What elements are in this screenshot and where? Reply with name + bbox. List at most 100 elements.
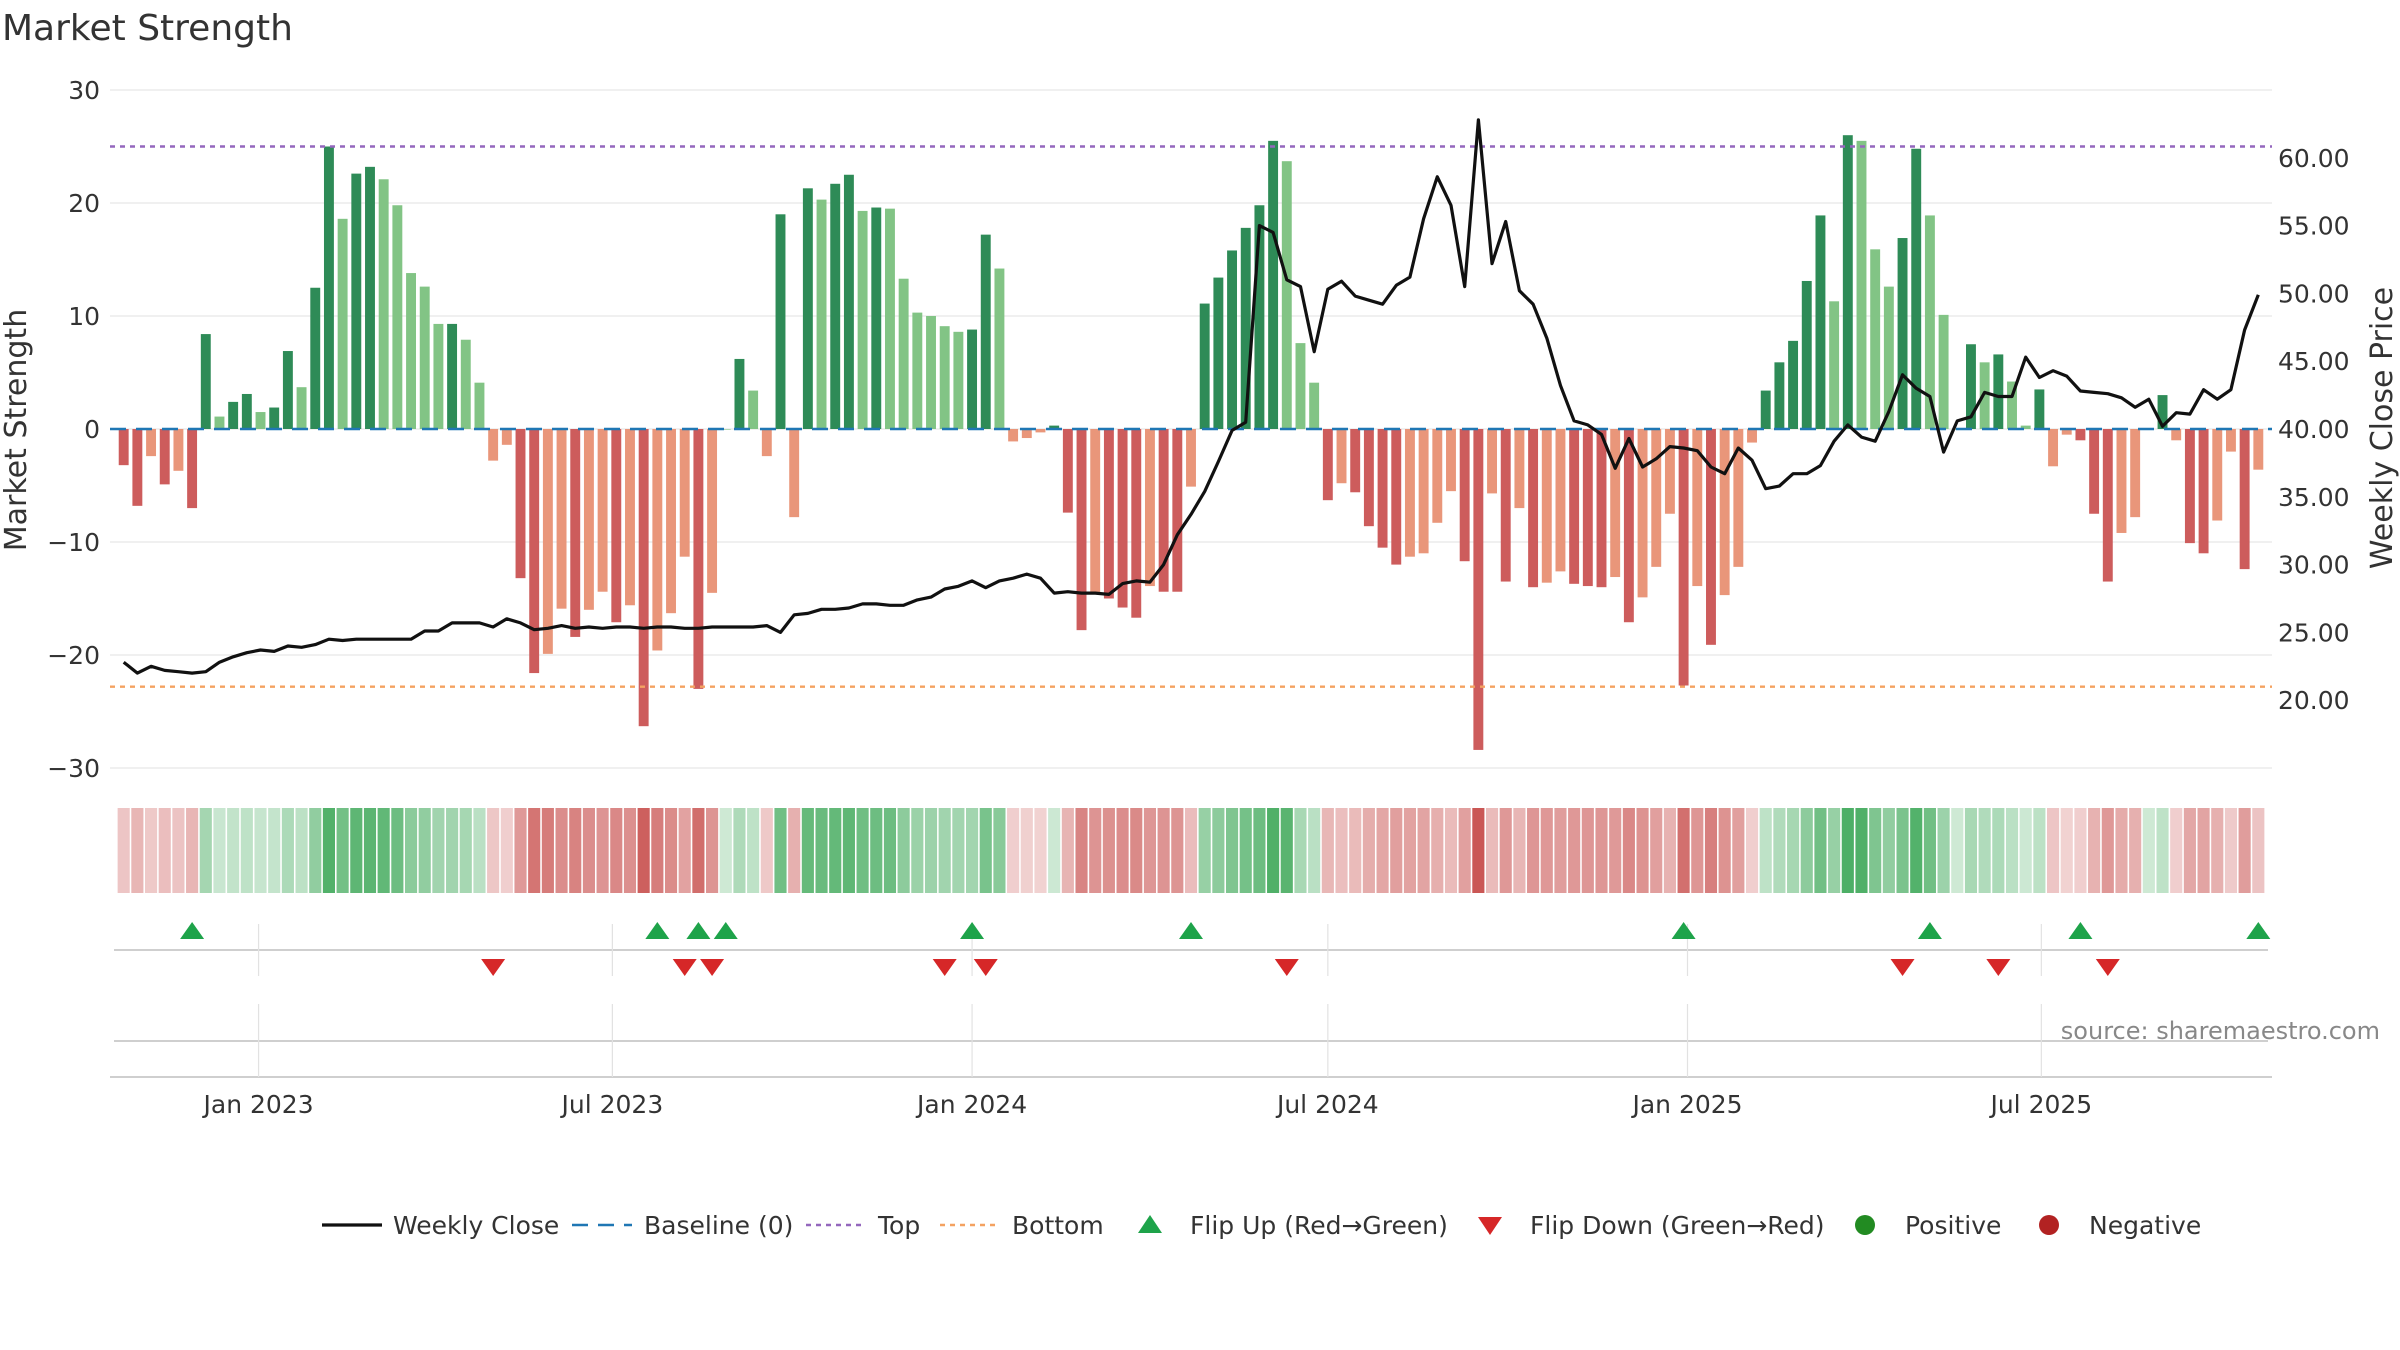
heat-strip-cell (870, 808, 883, 893)
strength-bar (1117, 429, 1128, 608)
strength-bar (351, 173, 362, 429)
heat-strip-cell (1431, 808, 1444, 893)
strength-bar (1514, 429, 1525, 509)
heat-strip-cell (1759, 808, 1772, 893)
strength-bar (1186, 429, 1196, 487)
flip-up-marker (645, 922, 670, 939)
heat-strip-cell (1198, 808, 1211, 893)
strength-bar (1500, 429, 1511, 582)
right-tick-label: 20.00 (2278, 686, 2350, 715)
strength-bar (1924, 215, 1935, 429)
heat-strip-cell (1444, 808, 1458, 893)
strength-bar (2212, 429, 2223, 521)
strength-bar (2034, 389, 2045, 429)
strength-bar (720, 429, 731, 430)
strength-bar (1363, 429, 1374, 527)
heat-strip-cell (1718, 808, 1731, 893)
strength-bar (707, 429, 718, 593)
heat-strip-cell (582, 808, 595, 893)
heat-strip-cell (240, 808, 253, 893)
heat-strip-cell (2142, 808, 2155, 893)
strength-bar (337, 218, 348, 429)
heat-strip-cell (1540, 808, 1553, 893)
heat-strip-cell (555, 808, 568, 893)
heat-strip-cell (268, 808, 281, 893)
right-tick-label: 50.00 (2278, 279, 2350, 308)
flip-down-marker (481, 959, 506, 976)
strength-bar (1487, 429, 1497, 494)
heat-strip-cell (199, 808, 212, 893)
strength-bar (802, 188, 813, 429)
heat-strip-cell (678, 808, 691, 893)
strength-bar (898, 278, 909, 429)
strength-bar (1418, 429, 1429, 554)
strength-bar (939, 326, 950, 429)
flip-up-marker (686, 922, 711, 939)
heat-strip-cell (309, 808, 322, 893)
strength-bar (857, 210, 868, 429)
heat-strip-cell (1869, 808, 1882, 893)
heat-strip-cell (404, 808, 418, 893)
legend-label: Top (877, 1211, 920, 1240)
strength-bar (1473, 429, 1484, 750)
strength-bar (200, 334, 211, 429)
strength-bar (1733, 429, 1744, 567)
heat-strip-cell (1184, 808, 1198, 893)
right-axis-title: Weekly Close Price (2365, 287, 2400, 569)
heat-strip-cell (1663, 808, 1676, 893)
heat-strip-cell (1472, 808, 1485, 893)
heat-strip-cell (514, 808, 527, 893)
strength-bar (1678, 429, 1689, 686)
heat-strip-cell (1390, 808, 1403, 893)
strength-bar (1336, 429, 1347, 484)
flip-down-marker (672, 959, 697, 976)
heat-strip-cell (1677, 808, 1690, 893)
heat-strip-cell (418, 808, 431, 893)
strength-bar (679, 429, 690, 557)
strength-bar (1541, 429, 1552, 583)
heat-strip-cell (1321, 808, 1334, 893)
heat-strip-cell (2252, 808, 2265, 893)
strength-bar (2253, 429, 2264, 470)
heat-strip-cell (1458, 808, 1471, 893)
heat-strip-cell (1143, 808, 1157, 893)
flip-down-marker (1274, 959, 1299, 976)
heat-strip-cell (966, 808, 979, 893)
heat-strip-cell (952, 808, 965, 893)
strength-bar (611, 429, 622, 623)
strength-bar (1295, 343, 1306, 429)
heat-strip-cell (1732, 808, 1745, 893)
strength-bar (1623, 429, 1634, 623)
strength-bar (378, 179, 389, 429)
legend-label: Negative (2089, 1211, 2201, 1240)
heat-strip-cell (1417, 808, 1430, 893)
strength-bar (1706, 429, 1716, 645)
strength-bar (488, 429, 499, 461)
weekly-close-line (122, 118, 2260, 675)
heat-strip-cell (733, 808, 746, 893)
heat-strip-cell (1157, 808, 1170, 893)
strength-bar (1610, 429, 1621, 578)
strength-bar (994, 268, 1005, 429)
left-tick-label: 30 (68, 76, 100, 105)
strength-bar (1035, 429, 1046, 433)
heat-strip-cell (1882, 808, 1895, 893)
strength-bar (1966, 344, 1976, 429)
strength-bar (638, 429, 649, 727)
heat-strip-cell (1212, 808, 1225, 893)
right-tick-label: 60.00 (2278, 144, 2350, 173)
source-note: source: sharemaestro.com (2061, 1017, 2380, 1045)
right-tick-label: 30.00 (2278, 551, 2350, 580)
strength-bar (885, 208, 895, 429)
x-tick-label: Jan 2024 (915, 1090, 1027, 1119)
left-tick-label: 10 (68, 302, 100, 331)
heat-strip-cell (1102, 808, 1115, 893)
strength-bars (118, 135, 2264, 750)
heat-strip-cell (1225, 808, 1239, 893)
heat-strip-cell (1116, 808, 1129, 893)
strength-bar (1842, 135, 1853, 429)
strength-bar (1938, 314, 1949, 429)
strength-bar (433, 323, 444, 429)
heat-strip-cell (1007, 808, 1020, 893)
